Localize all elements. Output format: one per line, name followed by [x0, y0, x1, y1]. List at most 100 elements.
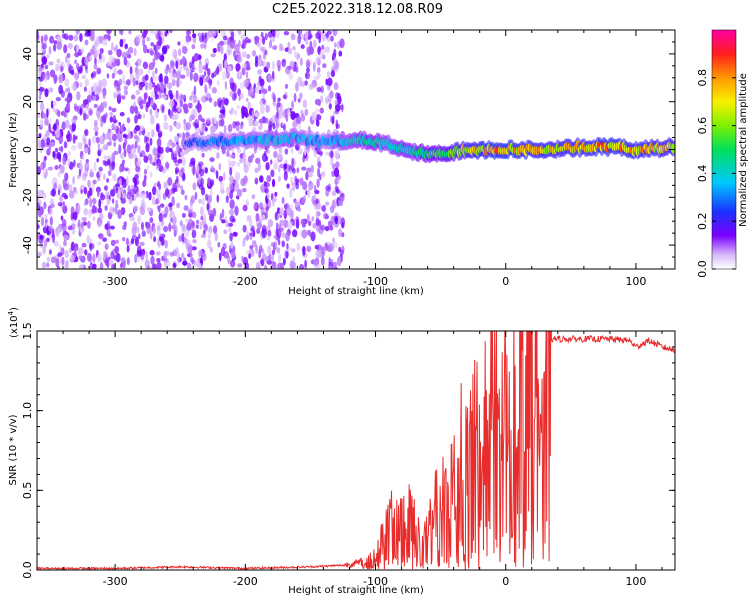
heatmap-cell: [301, 166, 307, 171]
heatmap-cell: [48, 249, 52, 255]
heatmap-cell: [282, 124, 286, 131]
y-tick-label: 0: [21, 146, 34, 153]
heatmap-cell: [130, 94, 136, 100]
heatmap-cell: [217, 42, 221, 53]
heatmap-cell: [44, 64, 49, 70]
heatmap-cell: [68, 34, 74, 41]
heatmap-cell: [112, 173, 117, 182]
heatmap-cell: [329, 205, 335, 214]
heatmap-cell: [163, 114, 168, 122]
heatmap-cell: [195, 219, 200, 225]
heatmap-cell: [298, 147, 303, 155]
heatmap-cell: [130, 152, 135, 159]
heatmap-cell: [57, 110, 61, 117]
spectrogram-y-axis-title: Frequency (Hz): [8, 112, 19, 188]
heatmap-cell: [73, 34, 79, 42]
heatmap-cell: [84, 56, 89, 66]
heatmap-cell: [339, 104, 344, 110]
heatmap-cell: [287, 41, 291, 49]
heatmap-cell: [124, 167, 129, 172]
heatmap-cell: [238, 69, 241, 79]
heatmap-cell: [224, 40, 227, 46]
heatmap-cell: [262, 36, 266, 45]
heatmap-cell: [129, 216, 135, 222]
heatmap-cell: [220, 118, 225, 127]
heatmap-cell: [165, 161, 170, 169]
heatmap-cell: [87, 179, 91, 188]
snr-frame: [36, 330, 676, 571]
heatmap-cell: [134, 140, 138, 149]
heatmap-cell: [192, 94, 198, 104]
heatmap-cell: [51, 187, 56, 197]
colorbar-tick-label: 0.8: [696, 69, 709, 87]
heatmap-cell: [210, 53, 216, 58]
heatmap-cell: [82, 134, 86, 144]
heatmap-cell: [292, 255, 296, 263]
heatmap-cell: [332, 261, 338, 268]
heatmap-cell: [83, 112, 87, 121]
heatmap-cell: [53, 241, 59, 247]
heatmap-cell: [117, 136, 123, 143]
heatmap-cell: [127, 131, 131, 141]
heatmap-cell: [181, 232, 185, 243]
heatmap-cell: [193, 85, 197, 96]
heatmap-cell: [48, 116, 52, 125]
heatmap-cell: [42, 113, 47, 120]
heatmap-cell: [229, 190, 234, 200]
heatmap-cell: [334, 99, 338, 106]
heatmap-cell: [38, 94, 42, 101]
heatmap-cell: [272, 60, 275, 71]
heatmap-cell: [93, 63, 98, 70]
heatmap-cell: [83, 201, 87, 206]
heatmap-cell: [104, 205, 108, 211]
heatmap-cell: [70, 69, 75, 76]
heatmap-cell: [281, 232, 286, 239]
heatmap-cell: [180, 74, 186, 79]
heatmap-cell: [317, 161, 322, 169]
heatmap-cell: [93, 161, 97, 172]
heatmap-cell: [308, 181, 314, 191]
heatmap-cell: [183, 205, 189, 211]
heatmap-cell: [83, 186, 88, 195]
heatmap-cell: [312, 222, 317, 229]
heatmap-cell: [103, 251, 107, 261]
heatmap-cell: [233, 50, 237, 58]
heatmap-cell: [105, 112, 108, 119]
heatmap-cell: [88, 243, 95, 250]
heatmap-cell: [329, 225, 334, 231]
heatmap-cell: [122, 133, 127, 138]
heatmap-cell: [262, 54, 266, 60]
heatmap-cell: [296, 167, 300, 174]
heatmap-cell: [328, 242, 335, 252]
heatmap-cell: [216, 194, 220, 203]
heatmap-cell: [120, 30, 124, 36]
heatmap-cell: [301, 81, 306, 87]
heatmap-cell: [112, 114, 117, 124]
heatmap-cell: [60, 65, 64, 72]
heatmap-cell: [132, 221, 138, 231]
heatmap-cell: [286, 207, 293, 216]
y-tick-label: 0.5: [21, 482, 34, 500]
heatmap-cell: [306, 245, 312, 253]
heatmap-cell: [335, 92, 340, 100]
heatmap-cell: [255, 157, 261, 164]
heatmap-cell: [272, 196, 278, 203]
heatmap-cell: [276, 59, 282, 68]
heatmap-cell: [123, 221, 127, 227]
heatmap-cell: [118, 121, 121, 126]
heatmap-cell: [192, 182, 197, 191]
heatmap-cell: [286, 243, 289, 250]
heatmap-cell: [313, 259, 318, 267]
heatmap-cell: [132, 77, 136, 87]
heatmap-cell: [68, 183, 73, 193]
heatmap-cell: [151, 70, 156, 78]
heatmap-cell: [139, 250, 143, 257]
heatmap-cell: [164, 239, 168, 249]
x-tick-label: -100: [363, 575, 388, 588]
heatmap-cell: [104, 185, 108, 191]
heatmap-cell: [261, 204, 267, 209]
heatmap-cell: [194, 191, 198, 200]
heatmap-cell: [44, 133, 49, 138]
heatmap-cell: [273, 241, 278, 251]
heatmap-cell: [192, 239, 197, 244]
